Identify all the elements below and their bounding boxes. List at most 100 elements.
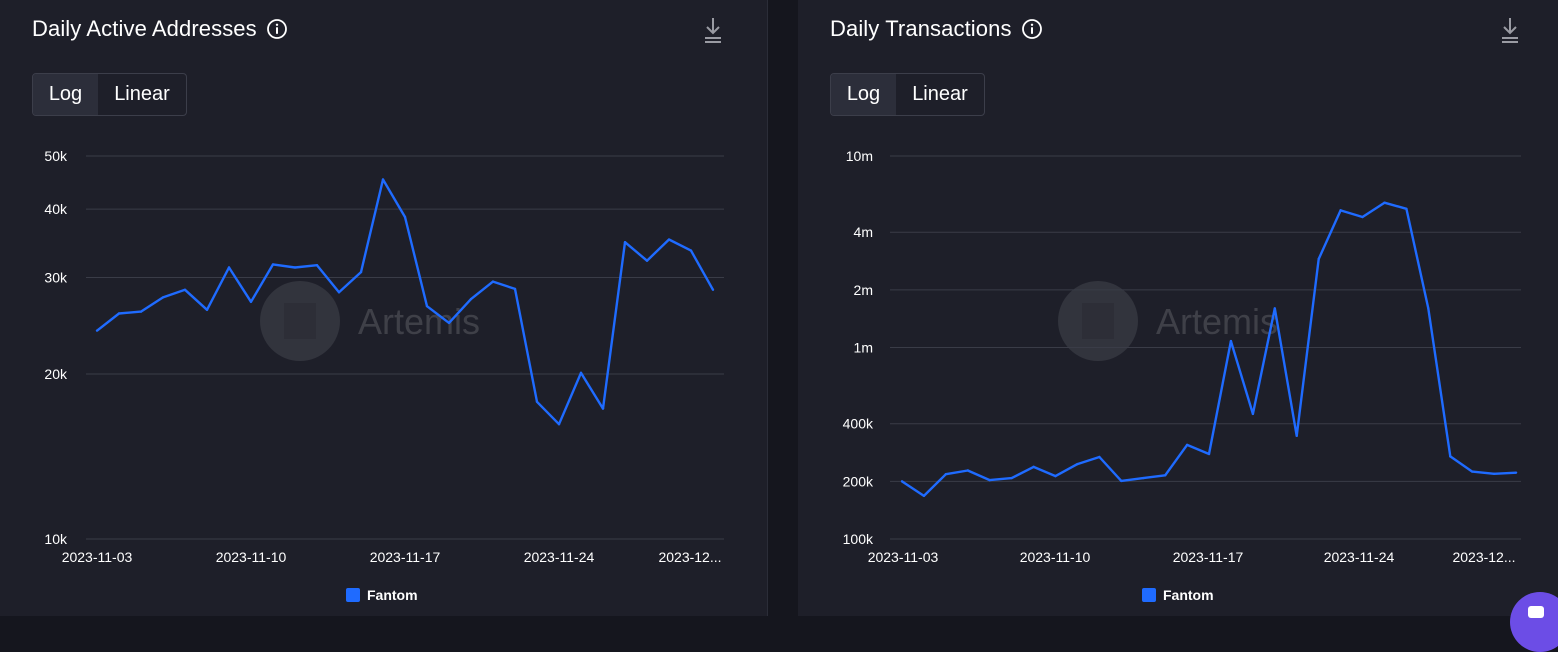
data-point[interactable]	[1010, 476, 1013, 480]
active-addresses-chart: Artemis 10k 20k 30k 40k 50k 2023-11-03 2023-11-…	[44, 148, 724, 565]
data-point[interactable]	[711, 288, 715, 291]
legend-label: Fantom	[367, 587, 418, 603]
data-point[interactable]	[922, 494, 926, 498]
data-point[interactable]	[1405, 207, 1408, 211]
data-point[interactable]	[293, 266, 297, 269]
watermark: Artemis	[1058, 281, 1278, 361]
data-point[interactable]	[139, 310, 143, 313]
data-point[interactable]	[1317, 257, 1320, 261]
data-point[interactable]	[1383, 201, 1386, 204]
x-tick-label: 2023-11-10	[216, 549, 287, 565]
series-line[interactable]	[901, 201, 1517, 498]
data-point[interactable]	[205, 308, 209, 311]
chat-widget-button[interactable]	[1510, 592, 1558, 652]
y-tick-label: 40k	[44, 201, 68, 217]
data-point[interactable]	[1207, 452, 1211, 456]
watermark-text: Artemis	[1156, 301, 1278, 342]
data-point[interactable]	[579, 371, 583, 375]
data-point[interactable]	[1449, 455, 1452, 458]
data-point[interactable]	[315, 263, 319, 267]
data-point[interactable]	[1514, 471, 1518, 474]
transactions-chart: Artemis 100k 200k 400k 1m 2m 4m 10m 2023-11-03 20…	[843, 148, 1521, 565]
x-tick-label: 2023-11-24	[524, 549, 595, 565]
x-tick-label: 2023-12...	[658, 549, 721, 565]
data-point[interactable]	[1295, 434, 1298, 437]
legend-swatch	[346, 588, 360, 602]
data-point[interactable]	[1229, 339, 1233, 343]
data-point[interactable]	[1427, 307, 1430, 310]
log-scale-button[interactable]: Log	[33, 74, 98, 115]
data-point[interactable]	[1470, 470, 1474, 473]
data-point[interactable]	[403, 215, 407, 219]
data-point[interactable]	[447, 321, 451, 325]
data-point[interactable]	[1142, 476, 1145, 480]
data-point[interactable]	[623, 241, 627, 244]
data-point[interactable]	[900, 480, 904, 483]
data-point[interactable]	[667, 238, 671, 241]
data-point[interactable]	[249, 300, 253, 303]
data-point[interactable]	[1339, 209, 1342, 212]
scale-toggle: Log Linear	[32, 73, 187, 116]
log-scale-button[interactable]: Log	[831, 74, 896, 115]
data-point[interactable]	[1120, 479, 1123, 483]
y-tick-label: 1m	[854, 340, 873, 356]
chart-title: Daily Active Addresses	[32, 16, 257, 41]
x-tick-label: 2023-11-17	[370, 549, 441, 565]
chat-icon	[1528, 606, 1544, 618]
data-point[interactable]	[337, 291, 341, 294]
data-point[interactable]	[117, 312, 121, 315]
download-icon[interactable]	[1499, 17, 1521, 45]
data-point[interactable]	[513, 287, 517, 291]
data-point[interactable]	[557, 422, 561, 426]
legend[interactable]: Fantom	[346, 587, 418, 603]
y-tick-label: 30k	[44, 270, 68, 286]
title-row: Daily Active Addresses	[32, 16, 288, 42]
y-tick-label: 400k	[843, 416, 874, 432]
y-tick-label: 2m	[854, 282, 873, 298]
scale-toggle: Log Linear	[830, 73, 985, 116]
watermark: Artemis	[260, 281, 480, 361]
data-point[interactable]	[1492, 472, 1496, 476]
data-point[interactable]	[1054, 474, 1057, 478]
y-tick-label: 200k	[843, 473, 874, 489]
data-point[interactable]	[645, 259, 649, 262]
data-point[interactable]	[535, 400, 539, 403]
data-point[interactable]	[425, 304, 429, 308]
data-point[interactable]	[359, 270, 363, 274]
y-tick-label: 4m	[854, 224, 873, 240]
title-row: Daily Transactions	[830, 16, 1043, 42]
data-point[interactable]	[95, 329, 99, 332]
download-icon[interactable]	[702, 17, 724, 45]
data-point[interactable]	[1032, 465, 1035, 469]
x-tick-label: 2023-11-03	[868, 549, 939, 565]
data-point[interactable]	[1185, 443, 1189, 447]
info-icon[interactable]	[266, 18, 288, 40]
data-point[interactable]	[601, 407, 605, 410]
data-point[interactable]	[161, 296, 165, 299]
linear-scale-button[interactable]: Linear	[912, 83, 968, 105]
data-point[interactable]	[944, 472, 948, 476]
data-point[interactable]	[271, 263, 275, 266]
x-tick-label: 2023-12...	[1452, 549, 1515, 565]
data-point[interactable]	[491, 280, 495, 283]
data-point[interactable]	[469, 297, 473, 301]
linear-scale-button[interactable]: Linear	[114, 83, 170, 105]
data-point[interactable]	[183, 288, 187, 291]
chart-panel-transactions: Daily Transactions Log Linear Artemis 100…	[798, 0, 1558, 616]
data-point[interactable]	[1076, 462, 1079, 466]
legend-swatch	[1142, 588, 1156, 602]
data-point[interactable]	[1098, 455, 1101, 459]
data-point[interactable]	[227, 266, 231, 269]
data-point[interactable]	[1251, 412, 1255, 416]
data-point[interactable]	[1163, 474, 1167, 477]
data-point[interactable]	[689, 249, 693, 252]
data-point[interactable]	[1361, 215, 1364, 219]
info-icon[interactable]	[1021, 18, 1043, 40]
y-tick-label: 10m	[846, 148, 873, 164]
data-point[interactable]	[988, 478, 991, 482]
data-point[interactable]	[966, 469, 969, 472]
data-point[interactable]	[1273, 307, 1277, 310]
legend[interactable]: Fantom	[1142, 587, 1214, 603]
data-point[interactable]	[381, 178, 385, 181]
y-tick-label: 100k	[843, 531, 874, 547]
